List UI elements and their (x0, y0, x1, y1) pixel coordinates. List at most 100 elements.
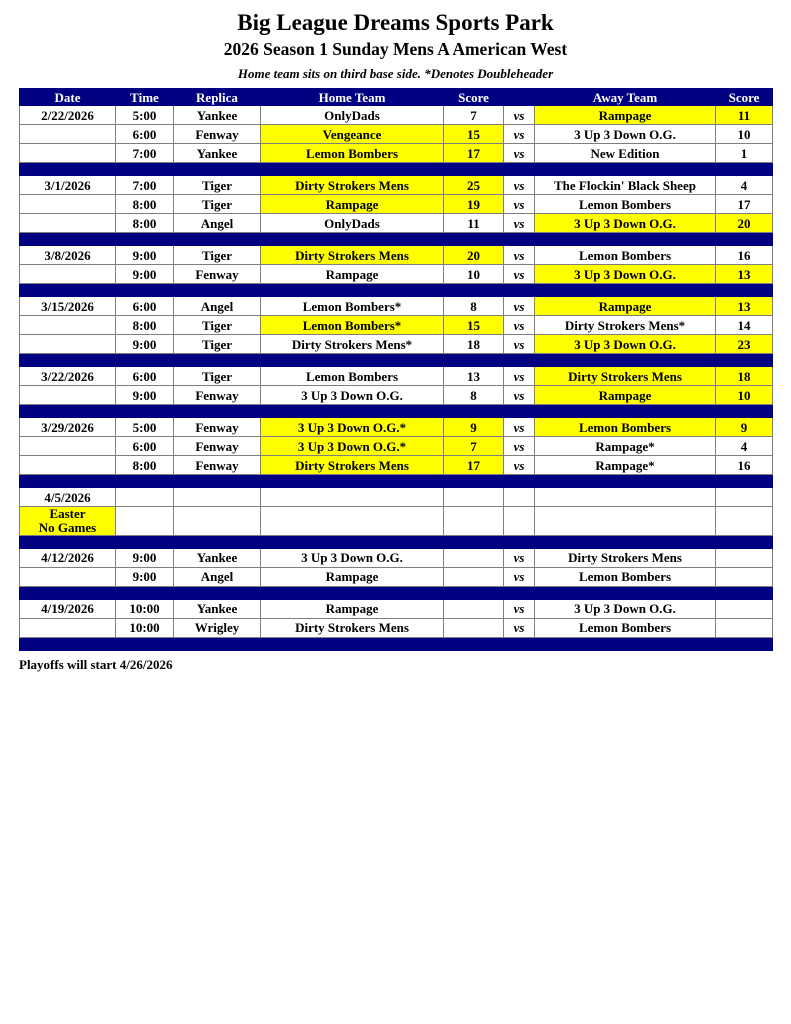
separator-cell (443, 283, 504, 298)
cell-away-team (534, 487, 716, 508)
cell-replica: Yankee (173, 598, 261, 619)
cell-away-team: Rampage (534, 296, 716, 317)
schedule-row: 3/29/2026 5:00 Fenway 3 Up 3 Down O.G.* 9 vs L… (19, 417, 773, 438)
schedule-row: 9:00 Fenway 3 Up 3 Down O.G. 8 vs Rampage 10 (19, 385, 773, 406)
cell-away-score (715, 566, 773, 587)
separator-cell (260, 474, 444, 489)
schedule-row: 8:00 Tiger Rampage 19 vs Lemon Bombers 17 (19, 194, 773, 215)
document-header: Big League Dreams Sports Park 2026 Seaso… (0, 0, 791, 82)
cell-away-score: 23 (715, 334, 773, 355)
cell-home-score: 25 (443, 175, 504, 196)
cell-away-team: Lemon Bombers (534, 417, 716, 438)
separator-cell (115, 353, 174, 368)
cell-vs-label: vs (503, 366, 535, 387)
schedule-row: 7:00 Yankee Lemon Bombers 17 vs New Edition 1 (19, 143, 773, 164)
separator-cell (173, 283, 261, 298)
column-header-time: Time (115, 88, 174, 107)
cell-replica: Tiger (173, 245, 261, 266)
cell-away-score: 16 (715, 455, 773, 476)
cell-home-team: Rampage (260, 194, 444, 215)
cell-home-team: OnlyDads (260, 105, 444, 126)
cell-time (115, 506, 174, 536)
cell-date: 2/22/2026 (19, 105, 116, 126)
cell-vs-label (503, 506, 535, 536)
cell-home-score: 8 (443, 296, 504, 317)
column-header-away-team: Away Team (534, 88, 716, 107)
cell-vs-label: vs (503, 105, 535, 126)
cell-vs-label: vs (503, 417, 535, 438)
separator-cell (19, 534, 116, 549)
cell-date (19, 194, 116, 215)
cell-away-score: 13 (715, 264, 773, 285)
cell-home-score: 17 (443, 143, 504, 164)
cell-home-team: 3 Up 3 Down O.G.* (260, 436, 444, 457)
cell-home-score: 20 (443, 245, 504, 266)
separator-cell (715, 404, 773, 419)
cell-replica: Fenway (173, 264, 261, 285)
cell-away-score: 1 (715, 143, 773, 164)
section-separator-band (19, 636, 773, 651)
separator-cell (19, 283, 116, 298)
cell-time: 9:00 (115, 547, 174, 568)
cell-time: 5:00 (115, 105, 174, 126)
cell-home-score (443, 506, 504, 536)
separator-cell (503, 585, 535, 600)
cell-home-score (443, 598, 504, 619)
cell-home-team: Lemon Bombers (260, 143, 444, 164)
separator-cell (443, 474, 504, 489)
cell-home-team (260, 487, 444, 508)
cell-home-team (260, 506, 444, 536)
schedule-row: Easter No Games (19, 506, 773, 536)
separator-cell (115, 283, 174, 298)
cell-date (19, 436, 116, 457)
cell-away-score: 10 (715, 385, 773, 406)
separator-cell (19, 162, 116, 177)
section-separator-band (19, 404, 773, 419)
cell-replica: Yankee (173, 105, 261, 126)
schedule-row: 3/1/2026 7:00 Tiger Dirty Strokers Mens 25 vs… (19, 175, 773, 196)
playoffs-note: Playoffs will start 4/26/2026 (19, 656, 173, 672)
cell-away-score (715, 506, 773, 536)
cell-date: Easter No Games (19, 506, 116, 536)
schedule-row: 9:00 Tiger Dirty Strokers Mens* 18 vs 3 Up 3 … (19, 334, 773, 355)
cell-home-score: 11 (443, 213, 504, 234)
cell-away-team: 3 Up 3 Down O.G. (534, 264, 716, 285)
cell-vs-label: vs (503, 124, 535, 145)
cell-home-score: 19 (443, 194, 504, 215)
cell-home-team: Rampage (260, 264, 444, 285)
separator-cell (503, 534, 535, 549)
separator-cell (715, 534, 773, 549)
separator-cell (115, 404, 174, 419)
separator-cell (534, 232, 716, 247)
cell-time: 8:00 (115, 455, 174, 476)
column-header-vs (503, 88, 535, 107)
cell-time: 8:00 (115, 194, 174, 215)
cell-home-team: 3 Up 3 Down O.G. (260, 385, 444, 406)
cell-away-score: 9 (715, 417, 773, 438)
cell-away-score: 20 (715, 213, 773, 234)
cell-away-score: 16 (715, 245, 773, 266)
cell-home-team: Dirty Strokers Mens (260, 245, 444, 266)
cell-away-score: 11 (715, 105, 773, 126)
cell-date (19, 566, 116, 587)
cell-home-score: 8 (443, 385, 504, 406)
cell-time: 9:00 (115, 566, 174, 587)
separator-cell (260, 232, 444, 247)
cell-home-score: 13 (443, 366, 504, 387)
cell-home-team: Dirty Strokers Mens (260, 617, 444, 638)
cell-home-team: Lemon Bombers (260, 366, 444, 387)
cell-vs-label: vs (503, 455, 535, 476)
cell-vs-label: vs (503, 175, 535, 196)
separator-cell (443, 162, 504, 177)
cell-vs-label: vs (503, 213, 535, 234)
cell-home-team: Dirty Strokers Mens* (260, 334, 444, 355)
separator-cell (715, 162, 773, 177)
cell-replica: Yankee (173, 547, 261, 568)
cell-home-score: 10 (443, 264, 504, 285)
cell-date (19, 385, 116, 406)
cell-date: 3/22/2026 (19, 366, 116, 387)
column-header-home-team: Home Team (260, 88, 444, 107)
cell-away-team: New Edition (534, 143, 716, 164)
separator-cell (534, 404, 716, 419)
schedule-table-wrapper: Date Time Replica Home Team Score Away T… (19, 88, 773, 651)
